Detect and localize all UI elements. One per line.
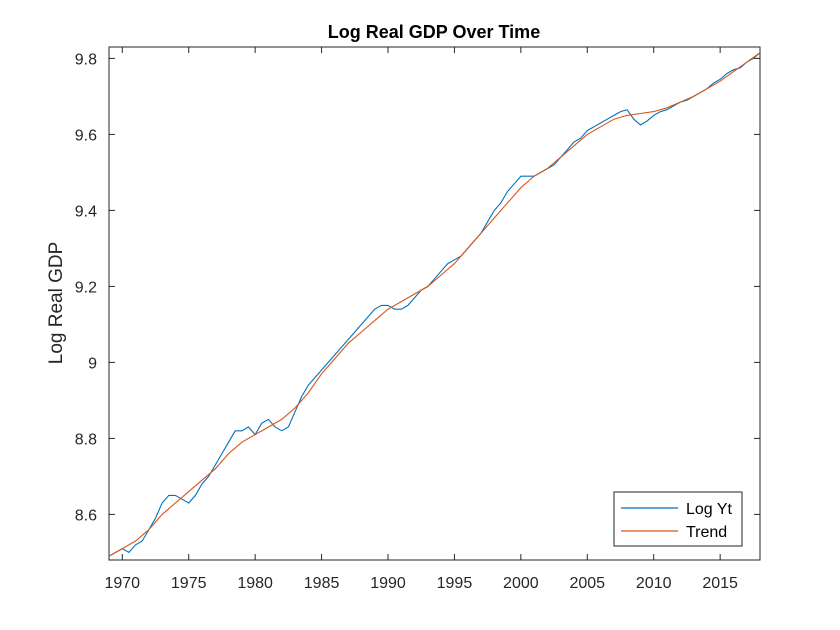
legend-box [613, 491, 743, 547]
x-tick-label: 1980 [237, 575, 273, 592]
y-tick-label: 8.8 [75, 431, 97, 448]
x-tick-label: 1970 [104, 575, 140, 592]
x-tick-label: 1985 [304, 575, 340, 592]
x-tick-label: 1990 [370, 575, 406, 592]
series-line-log-yt [108, 52, 761, 557]
x-tick-label: 2005 [569, 575, 605, 592]
tick-layer: 1970 1975 1980 1985 1990 1995 2000 2005 2010 2015… [75, 47, 760, 592]
legend: Log Yt Trend [613, 491, 743, 547]
series-layer [108, 52, 761, 557]
x-tick-label: 2000 [503, 575, 539, 592]
plot-area: 1970 1975 1980 1985 1990 1995 2000 2005 2010 2015… [75, 46, 761, 592]
y-tick-label: 9.6 [75, 127, 97, 144]
x-tick-label: 2010 [636, 575, 672, 592]
series-line-trend [108, 52, 761, 557]
x-tick-label: 1995 [437, 575, 473, 592]
y-tick-label: 9.4 [75, 203, 97, 220]
y-tick-label: 9.8 [75, 51, 97, 68]
y-axis-title: Log Real GDP [46, 242, 67, 365]
plot-frame [108, 46, 761, 561]
y-tick-label: 8.6 [75, 507, 97, 524]
chart-title: Log Real GDP Over Time [328, 22, 540, 42]
x-tick-label: 2015 [702, 575, 738, 592]
legend-label-trend: Trend [686, 524, 727, 541]
y-tick-label: 9 [88, 355, 97, 372]
legend-label-log-yt: Log Yt [686, 501, 733, 518]
y-tick-label: 9.2 [75, 279, 97, 296]
x-tick-label: 1975 [171, 575, 207, 592]
